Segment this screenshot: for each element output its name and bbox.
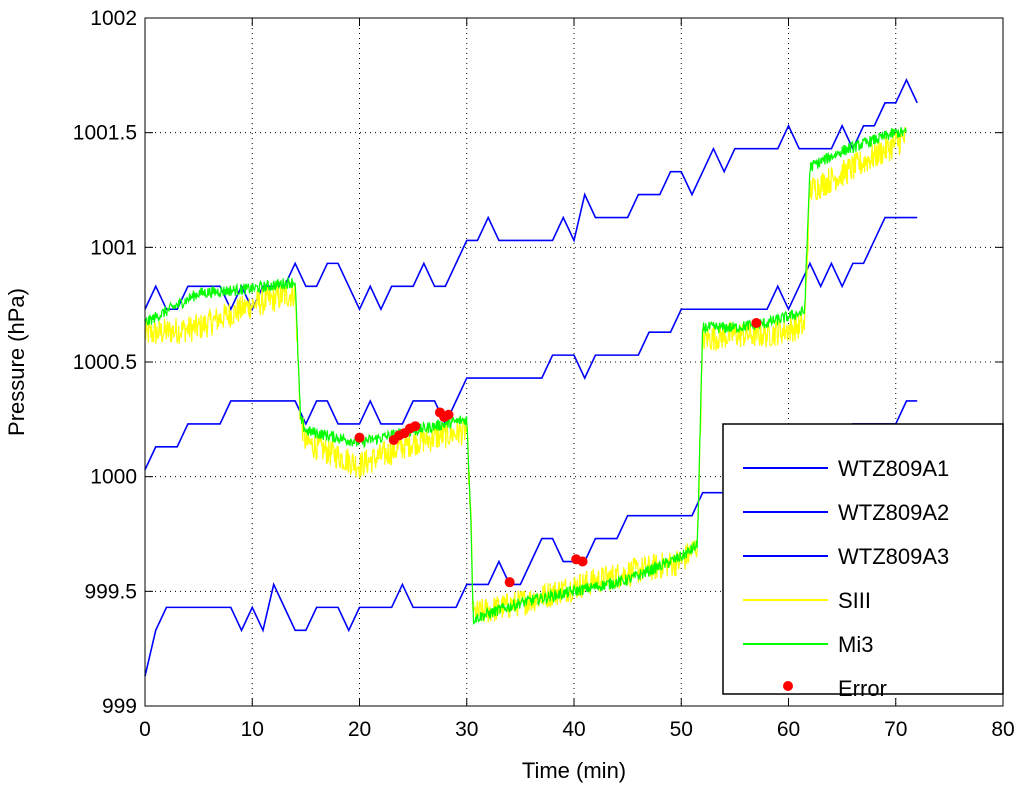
legend-label: WTZ809A2 xyxy=(838,500,949,525)
x-tick-label: 10 xyxy=(241,718,264,741)
y-tick-label: 999 xyxy=(102,695,137,718)
x-tick-label: 20 xyxy=(348,718,371,741)
x-tick-label: 70 xyxy=(884,718,907,741)
y-tick-label: 1001.5 xyxy=(73,122,137,145)
x-tick-label: 30 xyxy=(455,718,478,741)
y-tick-label: 1002 xyxy=(90,7,137,30)
error-point xyxy=(577,556,588,567)
x-tick-label: 40 xyxy=(562,718,585,741)
legend-label: WTZ809A3 xyxy=(838,544,949,569)
legend-label: WTZ809A1 xyxy=(838,456,949,481)
y-tick-label: 1000 xyxy=(90,466,137,489)
x-axis-label: Time (min) xyxy=(522,758,626,783)
axes: 0 10 20 30 40 50 60 70 80 999 999.5 1000 1000.5 1001 1… xyxy=(73,7,1015,741)
series-layer xyxy=(144,78,918,677)
series-line-siii xyxy=(144,126,907,623)
series-line-wtz809a2 xyxy=(144,216,918,471)
x-tick-label: 50 xyxy=(670,718,693,741)
legend-label: Error xyxy=(838,676,887,701)
legend: WTZ809A1 WTZ809A2 WTZ809A3 SIII Mi3 Error xyxy=(722,423,1004,701)
y-axis-label: Pressure (hPa) xyxy=(4,288,29,436)
x-tick-label: 80 xyxy=(991,718,1014,741)
legend-label: Mi3 xyxy=(838,632,873,657)
error-point xyxy=(443,409,454,420)
error-point xyxy=(354,432,365,443)
error-point xyxy=(504,577,515,588)
y-tick-label: 1000.5 xyxy=(73,351,137,374)
error-point xyxy=(751,318,762,329)
x-tick-label: 0 xyxy=(139,718,151,741)
y-tick-label: 1001 xyxy=(90,236,137,259)
series-line-mi3 xyxy=(144,127,908,626)
y-tick-label: 999.5 xyxy=(84,580,137,603)
legend-swatch-error xyxy=(783,681,793,691)
error-point xyxy=(410,421,421,432)
x-tick-label: 60 xyxy=(777,718,800,741)
legend-label: SIII xyxy=(838,588,871,613)
